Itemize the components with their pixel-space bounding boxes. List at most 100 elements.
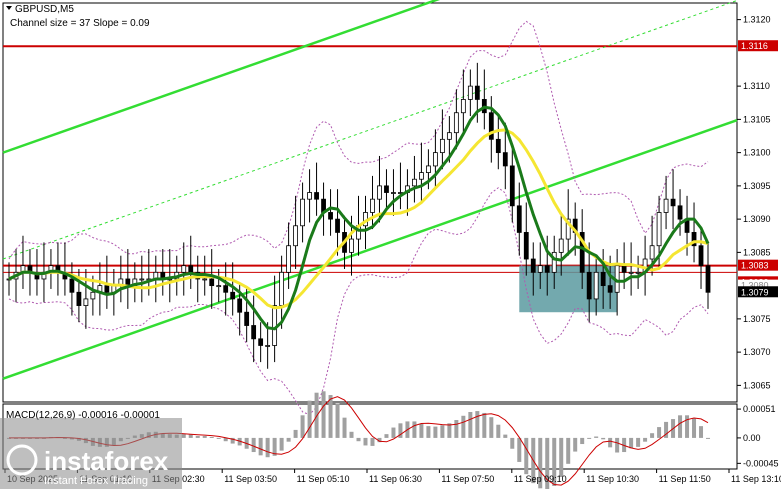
macd-histogram-bar — [279, 437, 284, 451]
candle-body — [426, 165, 431, 173]
macd-histogram-bar — [251, 437, 256, 453]
macd-histogram-bar — [692, 418, 697, 438]
candle-body — [509, 165, 515, 207]
candles-layer — [6, 62, 711, 369]
macd-histogram-bar — [559, 437, 564, 478]
candle-body — [69, 278, 75, 293]
macd-histogram-bar — [349, 431, 354, 438]
macd-histogram-bar — [293, 429, 298, 438]
bollinger-bands — [8, 20, 709, 416]
macd-histogram-bar — [202, 436, 207, 438]
time-tick-label: 11 Sep 07:50 — [441, 474, 494, 484]
time-tick-label: 11 Sep 13:10 — [731, 474, 781, 484]
price-tick-label: 1.3095 — [743, 181, 771, 191]
macd-histogram-bar — [664, 421, 669, 438]
macd-histogram-bar — [643, 437, 648, 442]
macd-histogram-bar — [188, 434, 193, 438]
candle-body — [439, 138, 445, 154]
macd-label: MACD(12,26,9) -0.00016 -0.00001 — [6, 410, 160, 421]
macd-histogram-bar — [384, 434, 389, 438]
price-tick-label: 1.3090 — [743, 214, 771, 224]
candle-body — [328, 212, 333, 220]
time-tick-label: 11 Sep 03:50 — [224, 474, 277, 484]
candle-body — [544, 265, 550, 273]
moving-averages — [8, 105, 710, 331]
macd-histogram-bar — [209, 436, 214, 438]
time-tick-label: 11 Sep 06:30 — [369, 474, 422, 484]
macd-histogram-bar — [307, 400, 312, 438]
candle-body — [349, 238, 354, 253]
candle-body — [279, 271, 285, 306]
price-tag-label-partial: 1.3080 — [741, 281, 769, 291]
candle-body — [698, 245, 704, 267]
price-tag-label-resistance_1: 1.3083 — [741, 261, 769, 271]
price-tag-label-current: 1.3079 — [741, 287, 769, 297]
price-tick-label: 1.3085 — [743, 247, 771, 257]
macd-histogram-bar — [657, 427, 662, 438]
channel-layer — [2, 0, 738, 380]
macd-histogram-bar — [629, 437, 634, 449]
macd-histogram-bar — [496, 424, 501, 438]
candle-body — [488, 112, 494, 140]
macd-histogram-bar — [475, 411, 480, 438]
candle-body — [565, 218, 571, 240]
candle-body — [691, 232, 697, 247]
macd-histogram-bar — [545, 437, 550, 489]
channel-info: Channel size = 37 Slope = 0.09 — [10, 18, 150, 29]
macd-histogram-bar — [363, 437, 368, 446]
price-tag-current — [738, 286, 778, 298]
candle-body — [474, 85, 480, 100]
candle-body — [188, 265, 194, 273]
macd-histogram-bar — [328, 395, 333, 438]
candle-body — [502, 152, 508, 167]
candle-body — [460, 99, 466, 114]
candle-body — [530, 258, 536, 273]
candle-body — [377, 185, 382, 200]
macd-tick-label: -0.00045 — [743, 458, 779, 468]
candle-body — [551, 251, 557, 273]
macd-histogram-bar — [601, 437, 606, 440]
candle-body — [307, 192, 312, 200]
macd-histogram-bar — [335, 403, 340, 438]
macd-tick-label: 0.00 — [743, 433, 761, 443]
macd-histogram-bar — [524, 437, 529, 475]
candle-body — [90, 291, 96, 300]
candle-body — [286, 245, 292, 273]
macd-histogram-bar — [433, 426, 438, 438]
price-tag-label-top_red: 1.3116 — [741, 41, 768, 51]
macd-histogram-bar — [650, 433, 655, 438]
time-tick-label: 11 Sep 11:50 — [659, 474, 711, 484]
bollinger-upper — [8, 20, 709, 260]
macd-histogram-bar — [412, 421, 417, 438]
watermark-brand: instaforex — [44, 446, 169, 476]
candle-body — [446, 132, 452, 140]
candle-body — [649, 245, 655, 260]
time-tick-label: 11 Sep 10:30 — [586, 474, 639, 484]
macd-histogram-bar — [258, 437, 263, 456]
candle-body — [677, 205, 683, 220]
macd-histogram-bar — [608, 437, 613, 448]
candle-body — [83, 298, 89, 306]
macd-histogram-bar — [538, 437, 543, 489]
candle-body — [663, 198, 669, 213]
channel-lower-line — [2, 118, 738, 380]
candle-body — [223, 285, 229, 293]
candle-body — [251, 325, 257, 340]
macd-histogram-bar — [594, 436, 599, 438]
main-pane-frame — [2, 2, 738, 403]
candle-body — [314, 192, 319, 200]
macd-histogram-bar — [440, 425, 445, 438]
price-tick-label: 1.3110 — [743, 81, 770, 91]
candle-body — [293, 225, 298, 247]
watermark-backdrop — [0, 418, 182, 489]
candle-body — [181, 265, 187, 273]
macd-histogram-bar — [685, 415, 690, 438]
macd-histogram-bar — [552, 437, 557, 486]
candle-body — [607, 285, 613, 293]
candle-body — [600, 271, 606, 287]
collapse-triangle-icon[interactable] — [6, 6, 12, 10]
candle-body — [523, 232, 529, 260]
macd-histogram-bar — [356, 437, 361, 442]
candle-body — [412, 178, 417, 187]
